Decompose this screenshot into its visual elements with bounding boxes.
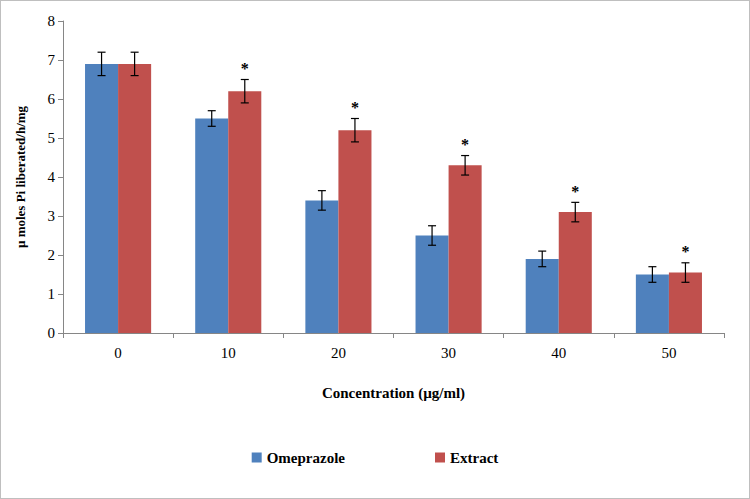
svg-text:*: *: [241, 60, 249, 77]
svg-text:Concentration (µg/ml): Concentration (µg/ml): [322, 385, 465, 402]
svg-text:10: 10: [221, 345, 236, 361]
svg-text:20: 20: [331, 345, 346, 361]
svg-text:7: 7: [48, 52, 56, 68]
svg-text:6: 6: [48, 91, 56, 107]
svg-text:40: 40: [551, 345, 566, 361]
svg-text:µ moles Pi liberated/h/mg: µ moles Pi liberated/h/mg: [13, 105, 28, 248]
svg-text:*: *: [461, 136, 469, 153]
svg-text:0: 0: [114, 345, 122, 361]
svg-text:*: *: [681, 243, 689, 260]
svg-text:Omeprazole: Omeprazole: [267, 450, 346, 466]
svg-text:*: *: [571, 183, 579, 200]
svg-text:4: 4: [48, 169, 56, 185]
svg-text:*: *: [351, 99, 359, 116]
svg-text:3: 3: [48, 208, 56, 224]
svg-text:50: 50: [661, 345, 676, 361]
svg-text:Extract: Extract: [450, 450, 498, 466]
svg-text:2: 2: [48, 247, 56, 263]
svg-text:5: 5: [48, 130, 56, 146]
svg-text:1: 1: [48, 286, 56, 302]
svg-text:30: 30: [441, 345, 456, 361]
svg-text:0: 0: [48, 325, 56, 341]
svg-text:8: 8: [48, 13, 56, 29]
